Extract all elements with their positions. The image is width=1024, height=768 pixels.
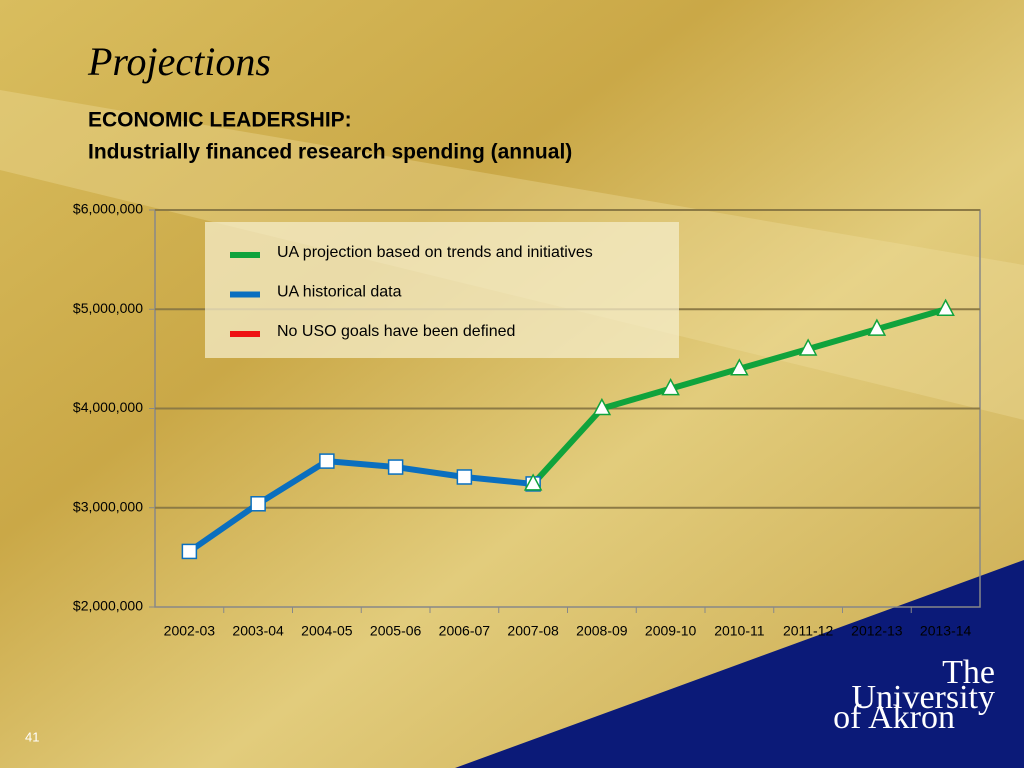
legend-box xyxy=(205,222,679,358)
x-tick-label: 2013-14 xyxy=(920,623,972,639)
marker xyxy=(387,459,404,475)
x-tick-label: 2002-03 xyxy=(164,623,216,639)
marker xyxy=(250,496,266,512)
x-tick-label: 2004-05 xyxy=(301,623,353,639)
marker xyxy=(523,473,543,491)
marker xyxy=(936,298,955,316)
x-tick-label: 2010-11 xyxy=(714,623,765,639)
y-tick-label: $6,000,000 xyxy=(73,201,143,217)
legend-label: UA projection based on trends and initia… xyxy=(277,244,593,261)
marker xyxy=(661,378,680,396)
y-tick-label: $3,000,000 xyxy=(73,498,143,514)
chart-title: ECONOMIC LEADERSHIP: xyxy=(88,109,352,132)
logo-text: The xyxy=(942,654,995,691)
slide-title: Projections xyxy=(87,39,271,84)
marker xyxy=(798,338,818,356)
marker xyxy=(181,543,198,560)
x-tick-label: 2006-07 xyxy=(439,623,491,639)
legend-label: UA historical data xyxy=(277,284,402,301)
x-tick-label: 2011-12 xyxy=(783,623,834,639)
marker xyxy=(592,397,612,416)
y-tick-label: $5,000,000 xyxy=(73,300,143,316)
marker xyxy=(456,469,473,485)
marker xyxy=(730,358,749,376)
logo-text: of Akron xyxy=(833,699,955,736)
logo-band xyxy=(455,560,1024,768)
x-tick-label: 2012-13 xyxy=(851,623,903,639)
marker xyxy=(319,453,335,469)
x-tick-label: 2003-04 xyxy=(232,623,284,639)
chart-subtitle: Industrially financed research spending … xyxy=(88,141,572,164)
x-tick-label: 2009-10 xyxy=(645,623,697,639)
marker xyxy=(867,318,887,336)
series-line xyxy=(187,458,534,554)
page-number: 41 xyxy=(25,729,39,744)
x-tick-label: 2008-09 xyxy=(576,623,628,639)
logo-text: University xyxy=(851,679,995,716)
y-tick-label: $4,000,000 xyxy=(73,399,143,415)
x-tick-label: 2005-06 xyxy=(370,623,422,639)
legend-label: No USO goals have been defined xyxy=(277,323,515,340)
x-tick-label: 2007-08 xyxy=(507,623,559,639)
y-tick-label: $2,000,000 xyxy=(73,598,143,614)
